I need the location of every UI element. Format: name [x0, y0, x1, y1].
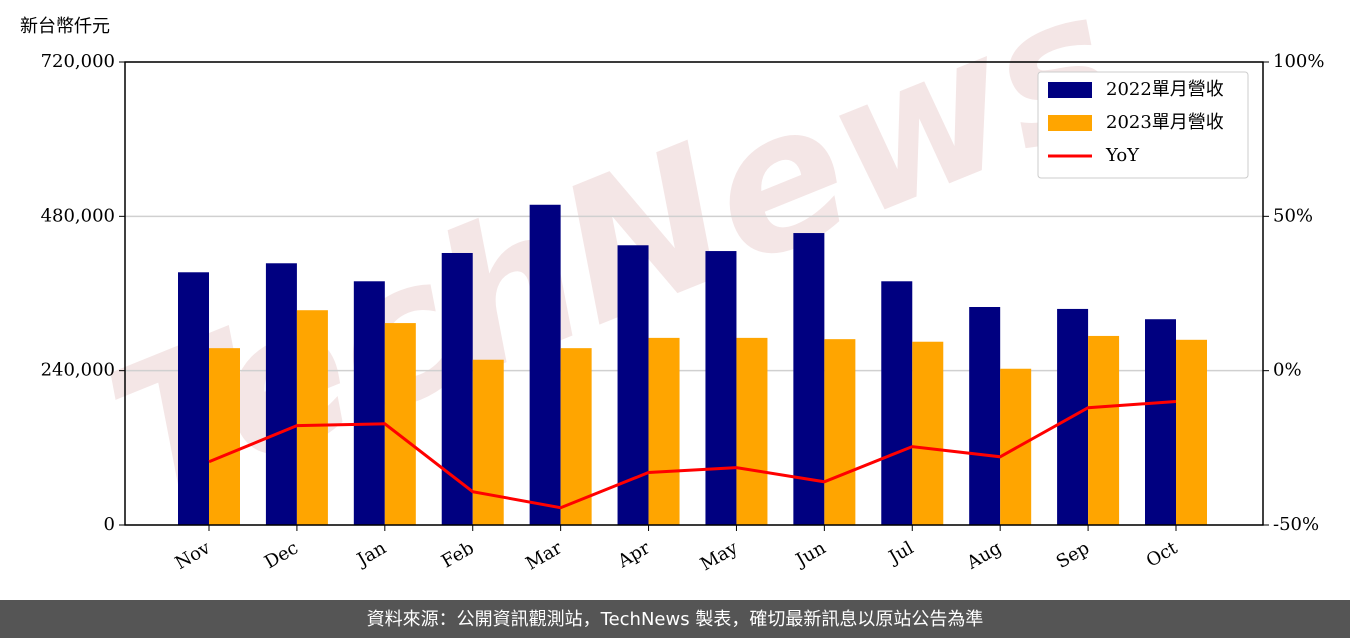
x-tick-label: Jun [791, 537, 830, 572]
y-axis-label: 新台幣仟元 [20, 16, 110, 37]
legend-label: YoY [1105, 145, 1140, 166]
x-tick-label: May [697, 537, 742, 575]
bar [648, 337, 680, 525]
x-tick-label: Jul [884, 537, 918, 569]
bar [912, 341, 944, 525]
footer-bar [0, 600, 1350, 638]
bar [353, 281, 385, 525]
legend-swatch [1048, 115, 1092, 131]
bar [1176, 339, 1207, 525]
y2-tick-label: 50% [1273, 205, 1313, 226]
y2-tick-label: 100% [1273, 51, 1324, 72]
legend-box [1037, 71, 1249, 179]
x-tick-label: Oct [1143, 537, 1182, 572]
bar [441, 252, 473, 526]
bar [178, 272, 209, 525]
legend-label: 2023單月營收 [1106, 112, 1224, 133]
plot-frame [124, 61, 1264, 526]
y2-tick-label: 0% [1273, 360, 1302, 381]
footer: 資料來源：公開資訊觀測站，TechNews 製表，確切最新訊息以原站公告為準 [367, 609, 984, 630]
line [208, 400, 1177, 510]
bar [384, 323, 416, 525]
bar [969, 307, 1001, 525]
bar [560, 348, 592, 525]
bar [881, 281, 913, 525]
bar [209, 348, 240, 525]
bar [472, 359, 504, 525]
bar [705, 251, 737, 525]
x-tick-label: Jan [352, 537, 390, 571]
x-tick-label: Dec [261, 537, 302, 573]
y-tick-label: 240,000 [41, 360, 115, 381]
bar [296, 310, 328, 525]
y-tick-label: 480,000 [41, 205, 115, 226]
legend-label: 2022單月營收 [1106, 79, 1224, 100]
x-tick-label: Apr [613, 537, 653, 572]
y-tick-label: 0 [104, 514, 115, 535]
legend-swatch [1048, 82, 1092, 98]
y-tick-label: 720,000 [41, 51, 115, 72]
bar [265, 263, 297, 525]
bar [1088, 335, 1120, 525]
bar [529, 204, 561, 525]
x-tick-label: Mar [522, 537, 566, 574]
bar [736, 337, 768, 525]
bar [824, 339, 856, 525]
x-tick-label: Sep [1053, 537, 1093, 572]
x-tick-label: Feb [438, 537, 478, 572]
x-tick-label: Aug [963, 537, 1006, 574]
bar [1145, 319, 1176, 525]
y2-tick-label: -50% [1273, 514, 1319, 535]
